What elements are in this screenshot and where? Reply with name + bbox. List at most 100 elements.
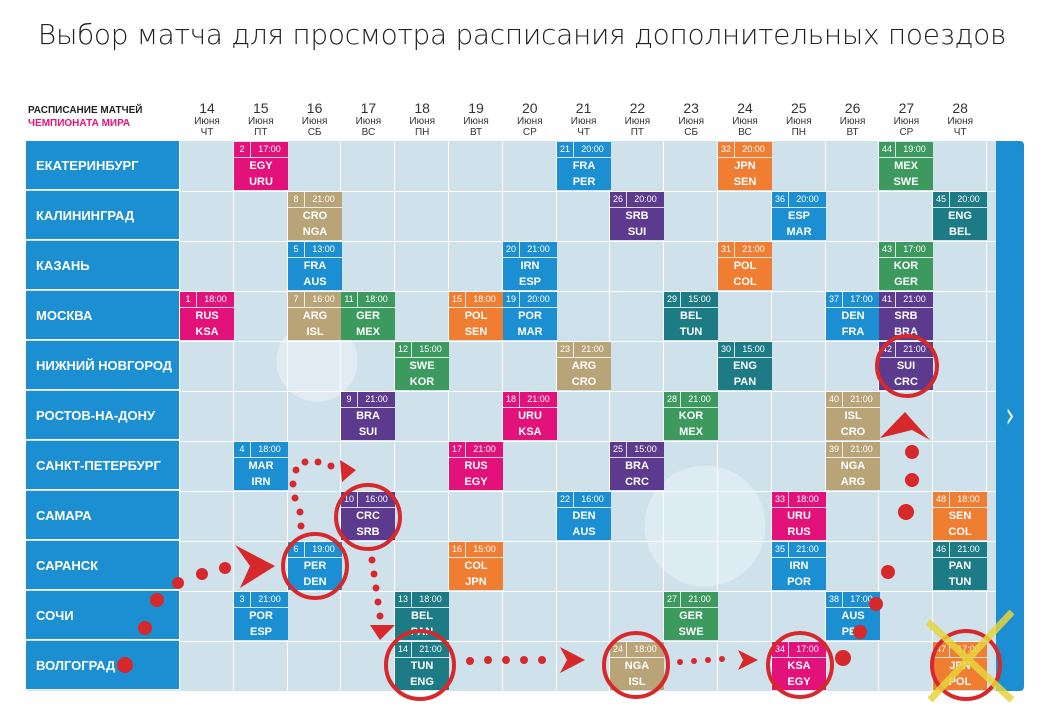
city-label: СОЧИ (26, 591, 179, 640)
date-weekday: ВС (738, 127, 752, 138)
match-number: 44 (879, 142, 896, 157)
date-header: 24 Июня ВС (718, 100, 772, 138)
match-header: 21 20:00 (557, 142, 611, 158)
match-time: 16:00 (365, 494, 388, 504)
match-tile[interactable]: 39 21:00 NGA ARG (826, 442, 880, 490)
match-time: 17:00 (258, 144, 281, 154)
match-tile[interactable]: 40 21:00 ISL CRO (826, 392, 880, 440)
date-month: Июня (839, 116, 866, 127)
match-header: 6 19:00 (288, 542, 342, 558)
date-day: 24 (737, 100, 753, 116)
match-time: 18:00 (957, 494, 980, 504)
match-tile[interactable]: 36 20:00 ESP MAR (772, 192, 826, 240)
match-tile[interactable]: 45 20:00 ENG BEL (933, 192, 987, 240)
team-away: IRN (251, 476, 271, 488)
match-tile[interactable]: 41 21:00 SRB BRA (879, 292, 933, 340)
match-tile[interactable]: 8 21:00 CRO NGA (288, 192, 342, 240)
match-tile[interactable]: 26 20:00 SRB SUI (610, 192, 664, 240)
date-month: Июня (785, 116, 812, 127)
match-tile[interactable]: 3 21:00 POR ESP (234, 592, 288, 640)
match-tile[interactable]: 46 21:00 PAN TUN (933, 542, 987, 590)
match-time: 16:00 (581, 494, 604, 504)
match-tile[interactable]: 28 21:00 KOR MEX (664, 392, 718, 440)
match-tile[interactable]: 16 15:00 COL JPN (449, 542, 503, 590)
match-header: 35 21:00 (772, 542, 826, 558)
match-tile[interactable]: 31 21:00 POL COL (718, 242, 772, 290)
match-number: 25 (610, 442, 627, 457)
match-header: 8 21:00 (288, 192, 342, 208)
match-tile[interactable]: 34 17:00 KSA EGY (772, 642, 826, 690)
match-tile[interactable]: 11 18:00 GER MEX (341, 292, 395, 340)
team-away: ISL (306, 326, 324, 338)
match-tile[interactable]: 25 15:00 BRA CRC (610, 442, 664, 490)
match-tile[interactable]: 44 19:00 MEX SWE (879, 142, 933, 190)
match-header: 9 21:00 (341, 392, 395, 408)
match-tile[interactable]: 20 21:00 IRN ESP (503, 242, 557, 290)
date-month: Июня (893, 116, 920, 127)
match-tile[interactable]: 27 21:00 GER SWE (664, 592, 718, 640)
grid-row-line (26, 541, 996, 542)
match-time: 17:00 (796, 644, 819, 654)
match-tile[interactable]: 19 20:00 POR MAR (503, 292, 557, 340)
match-tile[interactable]: 48 18:00 SEN COL (933, 492, 987, 540)
team-away: PER (572, 176, 596, 188)
match-tile[interactable]: 17 21:00 RUS EGY (449, 442, 503, 490)
team-home: GER (356, 310, 380, 322)
match-tile[interactable]: 33 18:00 URU RUS (772, 492, 826, 540)
match-tile[interactable]: 22 16:00 DEN AUS (557, 492, 611, 540)
team-away: PER (841, 626, 865, 638)
match-tile[interactable]: 18 21:00 URU KSA (503, 392, 557, 440)
date-month: Июня (947, 116, 973, 127)
date-header: 23 Июня СБ (664, 100, 718, 138)
match-tile[interactable]: 12 15:00 SWE KOR (395, 342, 449, 390)
match-tile[interactable]: 42 21:00 SUI CRC (879, 342, 933, 390)
date-weekday: ЧТ (200, 127, 214, 138)
next-page-arrow[interactable]: › (996, 141, 1024, 691)
team-away: AUS (303, 276, 327, 288)
match-tile[interactable]: 5 13:00 FRA AUS (288, 242, 342, 290)
match-time: 21:00 (527, 394, 550, 404)
match-tile[interactable]: 9 21:00 BRA SUI (341, 392, 395, 440)
match-tile[interactable]: 38 17:00 AUS PER (826, 592, 880, 640)
match-time: 21:00 (688, 394, 711, 404)
match-tile[interactable]: 37 17:00 DEN FRA (826, 292, 880, 340)
date-weekday: СР (899, 127, 914, 138)
match-tile[interactable]: 7 16:00 ARG ISL (288, 292, 342, 340)
match-header: 3 21:00 (234, 592, 288, 608)
match-time: 21:00 (419, 644, 442, 654)
match-tile[interactable]: 15 18:00 POL SEN (449, 292, 503, 340)
match-tile[interactable]: 23 21:00 ARG CRO (557, 342, 611, 390)
team-away: EGY (464, 476, 488, 488)
match-tile[interactable]: 21 20:00 FRA PER (557, 142, 611, 190)
match-time: 21:00 (903, 344, 926, 354)
match-tile[interactable]: 24 18:00 NGA ISL (610, 642, 664, 690)
match-number: 24 (610, 642, 627, 657)
team-away: COL (733, 276, 757, 288)
date-header: 17 Июня ВС (341, 100, 395, 138)
match-tile[interactable]: 10 16:00 CRC SRB (341, 492, 395, 540)
team-away: SWE (893, 176, 919, 188)
match-tile[interactable]: 43 17:00 KOR GER (879, 242, 933, 290)
match-tile[interactable]: 30 15:00 ENG PAN (718, 342, 772, 390)
match-tile[interactable]: 1 18:00 RUS KSA (180, 292, 234, 340)
team-home: ENG (948, 210, 972, 222)
match-number: 9 (341, 392, 358, 407)
match-tile[interactable]: 6 19:00 PER DEN (288, 542, 342, 590)
match-number: 14 (395, 642, 412, 657)
match-time: 21:00 (581, 344, 604, 354)
match-tile[interactable]: 4 18:00 MAR IRN (234, 442, 288, 490)
team-home: ESP (787, 210, 810, 222)
match-time: 20:00 (634, 194, 657, 204)
match-header: 2 17:00 (234, 142, 288, 158)
match-tile[interactable]: 2 17:00 EGY URU (234, 142, 288, 190)
match-tile[interactable]: 32 20:00 JPN SEN (718, 142, 772, 190)
match-tile[interactable]: 29 15:00 BEL TUN (664, 292, 718, 340)
match-tile[interactable]: 47 17:00 JPN POL (933, 642, 987, 690)
match-tile[interactable]: 14 21:00 TUN ENG (395, 642, 449, 690)
match-tile[interactable]: 13 18:00 BEL PAN (395, 592, 449, 640)
match-header: 47 17:00 (933, 642, 987, 658)
match-tile[interactable]: 35 21:00 IRN POR (772, 542, 826, 590)
date-day: 14 (199, 100, 215, 116)
match-time: 20:00 (527, 294, 550, 304)
match-header: 36 20:00 (772, 192, 826, 208)
